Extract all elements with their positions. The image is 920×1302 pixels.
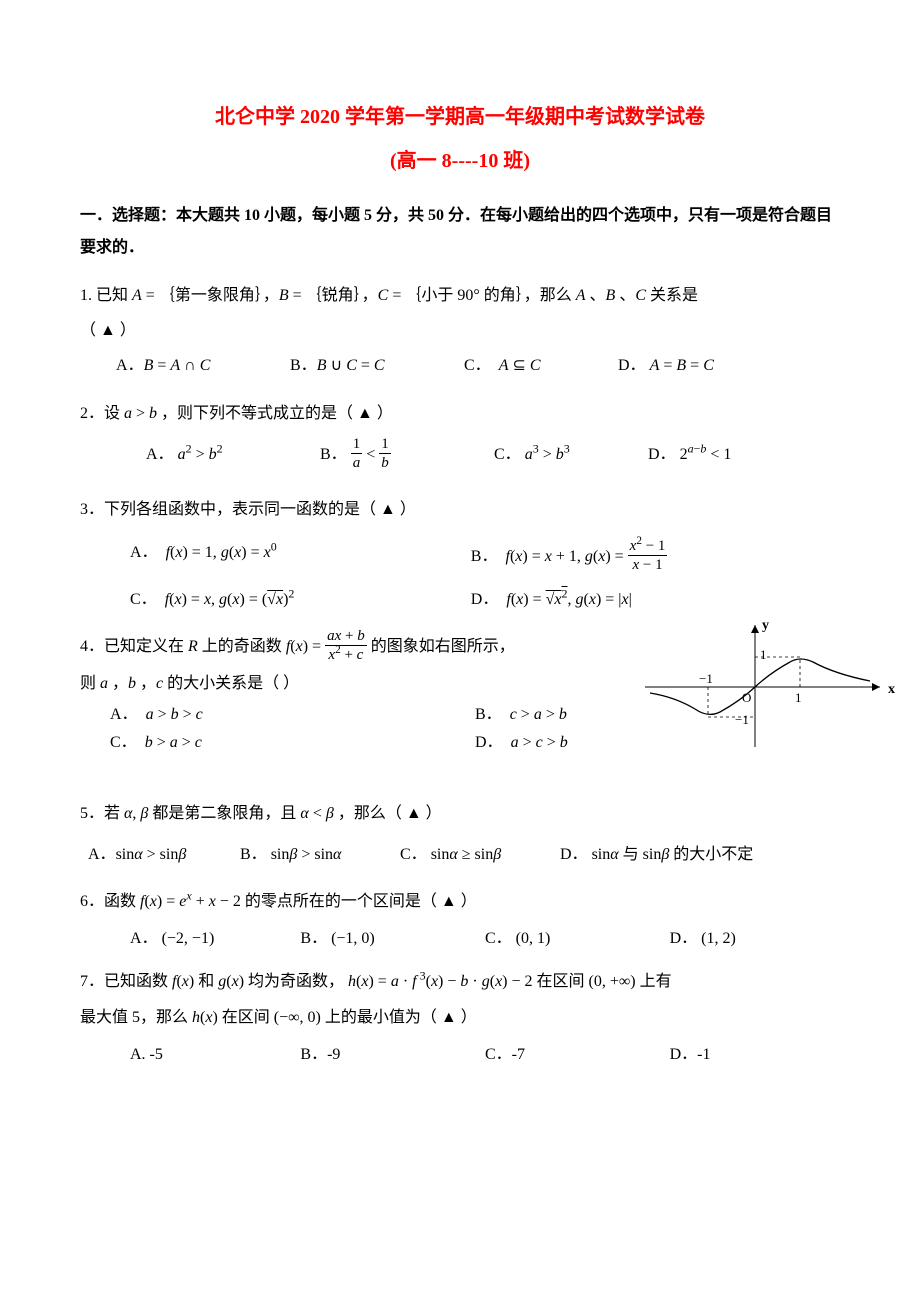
q1-opt-c: C． A ⊆ C — [464, 348, 614, 383]
q7-opt-b: B．-9 — [300, 1041, 485, 1068]
q4-line2-post: 的大小关系是（ ） — [163, 675, 299, 692]
q7-opt-c: C．-7 — [485, 1041, 670, 1068]
svg-text:1: 1 — [795, 690, 802, 705]
q3-stem: 3．下列各组函数中，表示同一函数的是（ ▲ ） — [80, 492, 840, 527]
q4-stem-pre: 4．已知定义在 — [80, 638, 188, 655]
q5-opt-b: B． sinβ > sinα — [240, 837, 396, 872]
question-5: 5．若 α, β 都是第二象限角，且 α < β ，那么（ ▲ ） A．sinα… — [80, 796, 840, 872]
q4-opt-c: C． b > a > c — [110, 729, 475, 756]
svg-text:y: y — [762, 618, 769, 633]
q6-opt-c: C． (0, 1) — [485, 925, 670, 952]
q6-opt-d: D． (1, 2) — [670, 925, 840, 952]
q1-C-def: = ｛小于 90° 的角｝，那么 — [388, 287, 575, 304]
q6-opt-b: B． (−1, 0) — [300, 925, 485, 952]
q5-opt-a: A．sinα > sinβ — [88, 837, 236, 872]
exam-subtitle: (高一 8----10 班) — [80, 144, 840, 178]
q2-opt-c: C． a3 > b3 — [494, 437, 644, 472]
q2-opt-b: B． 1a < 1b — [320, 437, 490, 474]
q2-stem-pre: 2．设 — [80, 405, 124, 422]
q7-line2-pre: 最大值 5，那么 — [80, 1009, 192, 1026]
question-4: x y O −1 1 1 −1 4．已知定义在 R 上的奇函数 f(x) = a… — [80, 625, 840, 756]
q7-mid1: 和 — [194, 973, 218, 990]
q7-stem-post: 上有 — [636, 973, 672, 990]
q3-opt-d: D． f(x) = √x2, g(x) = |x| — [471, 586, 840, 613]
q5-opt-c: C． sinα ≥ sinβ — [400, 837, 556, 872]
q4-opt-a: A． a > b > c — [110, 701, 475, 728]
q5-opt-d: D． sinα 与 sinβ 的大小不定 — [560, 837, 753, 872]
q4-line2-pre: 则 — [80, 675, 100, 692]
q4-graph: x y O −1 1 1 −1 — [640, 617, 900, 752]
question-7: 7．已知函数 f(x) 和 g(x) 均为奇函数， h(x) = a · f 3… — [80, 964, 840, 1068]
q1-stem-pre: 1. 已知 — [80, 287, 132, 304]
q3-opt-b: B． f(x) = x + 1, g(x) = x2 − 1x − 1 — [471, 539, 840, 576]
q3-opt-c: C． f(x) = x, g(x) = (√x)2 — [130, 586, 471, 613]
q1-opt-b: B．B ∪ C = C — [290, 348, 460, 383]
q7-opt-a: A. -5 — [130, 1041, 300, 1068]
question-2: 2．设 a > b ，则下列不等式成立的是（ ▲ ） A． a2 > b2 B．… — [80, 396, 840, 480]
q1-blank: （ ▲ ） — [80, 313, 840, 348]
q1-t2: 、 — [615, 287, 635, 304]
q4-stem-mid: 上的奇函数 — [198, 638, 286, 655]
q1-opt-a: A．B = A ∩ C — [116, 348, 286, 383]
q5-stem-pre: 5．若 — [80, 805, 124, 822]
exam-title: 北仑中学 2020 学年第一学期高一年级期中考试数学试卷 — [80, 100, 840, 134]
q1-A-def: = ｛第一象限角｝， — [142, 287, 279, 304]
q7-mid2: 均为奇函数， — [244, 973, 344, 990]
q2-opt-d: D． 2a−b < 1 — [648, 437, 731, 472]
q1-t1: 、 — [586, 287, 606, 304]
svg-text:1: 1 — [760, 647, 767, 662]
question-3: 3．下列各组函数中，表示同一函数的是（ ▲ ） A． f(x) = 1, g(x… — [80, 492, 840, 613]
q6-stem-post: 的零点所在的一个区间是（ ▲ ） — [241, 893, 477, 910]
q7-line2-post: 上的最小值为（ ▲ ） — [321, 1009, 477, 1026]
q7-mid3: 在区间 — [533, 973, 589, 990]
q7-line2-mid: 在区间 — [218, 1009, 274, 1026]
question-1: 1. 已知 A = ｛第一象限角｝，B = ｛锐角｝，C = ｛小于 90° 的… — [80, 278, 840, 384]
q5-stem-post: ，那么（ ▲ ） — [334, 805, 442, 822]
q2-cond: ，则下列不等式成立的是（ ▲ ） — [157, 405, 393, 422]
q6-opt-a: A． (−2, −1) — [130, 925, 300, 952]
q2-opt-a: A． a2 > b2 — [146, 437, 316, 472]
q4-stem-post: 的图象如右图所示， — [367, 638, 515, 655]
q1-tail-end: 关系是 — [646, 287, 698, 304]
section-header: 一．选择题：本大题共 10 小题，每小题 5 分，共 50 分．在每小题给出的四… — [80, 200, 840, 264]
q6-stem-pre: 6．函数 — [80, 893, 140, 910]
question-6: 6．函数 f(x) = ex + x − 2 的零点所在的一个区间是（ ▲ ） … — [80, 884, 840, 952]
svg-text:−1: −1 — [699, 671, 713, 686]
q3-opt-a: A． f(x) = 1, g(x) = x0 — [130, 539, 471, 576]
svg-text:−1: −1 — [735, 712, 749, 727]
svg-text:x: x — [888, 682, 895, 697]
q7-opt-d: D．-1 — [670, 1041, 840, 1068]
q1-opt-d: D． A = B = C — [618, 348, 714, 383]
q5-stem-mid: 都是第二象限角，且 — [148, 805, 300, 822]
q7-stem-pre: 7．已知函数 — [80, 973, 172, 990]
q1-B-def: = ｛锐角｝， — [289, 287, 378, 304]
